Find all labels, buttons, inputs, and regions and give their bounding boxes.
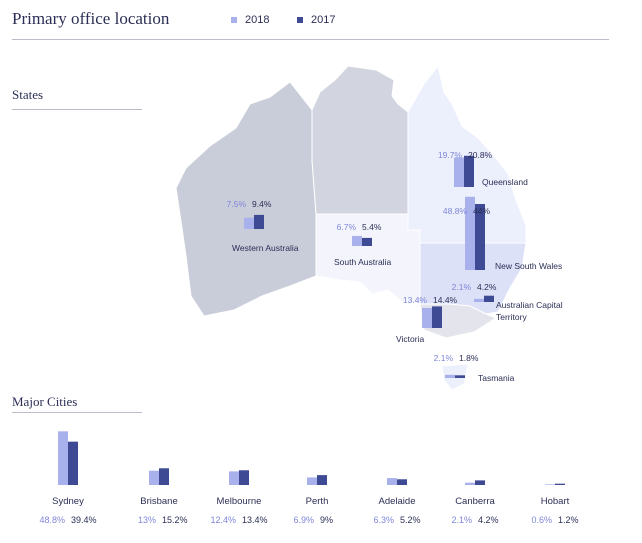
city-bar-2018-adelaide bbox=[387, 478, 397, 485]
city-value-2017-melbourne: 13.4% bbox=[242, 515, 268, 525]
city-name-melbourne: Melbourne bbox=[217, 496, 262, 507]
map-region-western-australia bbox=[175, 81, 317, 317]
city-value-2018-perth: 6.9% bbox=[293, 515, 314, 525]
map-region-northern-territory bbox=[311, 65, 409, 215]
city-bar-2018-sydney bbox=[58, 431, 68, 485]
section-title-states: States bbox=[12, 87, 44, 102]
city-value-2018-sydney: 48.8% bbox=[39, 515, 65, 525]
state-value-2018-australian-capital-territory: 2.1% bbox=[452, 282, 472, 292]
header-divider bbox=[12, 39, 609, 40]
state-bar-2017-queensland bbox=[464, 155, 474, 187]
city-bar-2018-brisbane bbox=[149, 470, 159, 485]
state-value-2018-new-south-wales: 48.8% bbox=[443, 206, 468, 216]
state-bar-2017-tasmania bbox=[455, 375, 465, 378]
state-name-new-south-wales: New South Wales bbox=[495, 261, 562, 271]
state-value-2018-south-australia: 6.7% bbox=[337, 222, 357, 232]
legend-item-2018: 2018 bbox=[231, 14, 269, 26]
city-name-adelaide: Adelaide bbox=[379, 496, 416, 507]
city-bar-2018-hobart bbox=[545, 484, 555, 485]
state-value-2017-australian-capital-territory: 4.2% bbox=[477, 282, 497, 292]
city-bar-2018-perth bbox=[307, 477, 317, 485]
city-bar-2017-sydney bbox=[68, 441, 78, 485]
states-divider bbox=[12, 109, 142, 110]
city-name-canberra: Canberra bbox=[455, 496, 495, 507]
city-bar-2017-canberra bbox=[475, 480, 485, 485]
city-value-2017-adelaide: 5.2% bbox=[400, 515, 421, 525]
city-bar-2017-melbourne bbox=[239, 470, 249, 485]
city-value-2018-brisbane: 13% bbox=[138, 515, 156, 525]
state-name-australian-capital-territory: Australian Capital Territory bbox=[496, 300, 563, 322]
cities-divider bbox=[12, 412, 142, 413]
state-value-2017-new-south-wales: 44% bbox=[473, 206, 490, 216]
city-bar-2018-canberra bbox=[465, 482, 475, 485]
section-title-cities: Major Cities bbox=[12, 394, 78, 409]
legend-swatch-2018 bbox=[231, 17, 237, 24]
city-bar-2017-perth bbox=[317, 475, 327, 485]
city-name-brisbane: Brisbane bbox=[140, 496, 178, 507]
state-name-tasmania: Tasmania bbox=[478, 373, 515, 383]
legend-label-2017: 2017 bbox=[311, 14, 336, 26]
city-value-2017-canberra: 4.2% bbox=[478, 515, 499, 525]
state-bar-2017-victoria bbox=[432, 306, 442, 328]
legend-item-2017: 2017 bbox=[297, 14, 335, 26]
state-name-victoria: Victoria bbox=[396, 334, 424, 344]
city-name-perth: Perth bbox=[306, 496, 329, 507]
city-value-2017-perth: 9% bbox=[320, 515, 333, 525]
state-value-2018-tasmania: 2.1% bbox=[434, 353, 454, 363]
state-value-2017-queensland: 20.8% bbox=[468, 150, 493, 160]
state-value-2018-western-australia: 7.5% bbox=[227, 199, 247, 209]
state-bar-2018-south-australia bbox=[352, 235, 362, 246]
state-value-2017-south-australia: 5.4% bbox=[362, 222, 382, 232]
city-value-2018-melbourne: 12.4% bbox=[210, 515, 236, 525]
state-value-2017-tasmania: 1.8% bbox=[459, 353, 479, 363]
state-bar-2018-western-australia bbox=[244, 217, 254, 229]
state-bar-2017-new-south-wales bbox=[475, 204, 485, 270]
state-bar-2018-tasmania bbox=[445, 374, 455, 378]
page-title: Primary office location bbox=[12, 9, 170, 28]
city-bar-2017-brisbane bbox=[159, 468, 169, 485]
state-value-2017-victoria: 14.4% bbox=[433, 295, 458, 305]
city-value-2017-brisbane: 15.2% bbox=[162, 515, 188, 525]
legend-swatch-2017 bbox=[297, 17, 303, 24]
city-value-2017-hobart: 1.2% bbox=[558, 515, 579, 525]
state-bar-2018-new-south-wales bbox=[465, 196, 475, 270]
city-bar-2018-melbourne bbox=[229, 471, 239, 485]
city-bar-2017-adelaide bbox=[397, 479, 407, 485]
legend-label-2018: 2018 bbox=[245, 14, 270, 26]
city-value-2018-canberra: 2.1% bbox=[451, 515, 472, 525]
state-bar-2018-victoria bbox=[422, 307, 432, 328]
city-value-2018-adelaide: 6.3% bbox=[373, 515, 394, 525]
state-name-queensland: Queensland bbox=[482, 177, 528, 187]
city-name-sydney: Sydney bbox=[52, 496, 84, 507]
state-bar-2017-south-australia bbox=[362, 237, 372, 246]
city-value-2017-sydney: 39.4% bbox=[71, 515, 97, 525]
city-name-hobart: Hobart bbox=[541, 496, 570, 507]
state-bar-2018-australian-capital-territory bbox=[474, 298, 484, 302]
state-value-2017-western-australia: 9.4% bbox=[252, 199, 272, 209]
city-value-2018-hobart: 0.6% bbox=[531, 515, 552, 525]
state-value-2018-queensland: 19.7% bbox=[438, 150, 463, 160]
state-bar-2017-australian-capital-territory bbox=[484, 295, 494, 302]
state-name-western-australia: Western Australia bbox=[232, 243, 299, 253]
state-bar-2017-western-australia bbox=[254, 214, 264, 229]
map-region-south-australia bbox=[315, 213, 421, 305]
state-bar-2018-queensland bbox=[454, 157, 464, 187]
city-bar-2017-hobart bbox=[555, 483, 565, 485]
state-value-2018-victoria: 13.4% bbox=[403, 295, 428, 305]
state-name-south-australia: South Australia bbox=[334, 257, 391, 267]
